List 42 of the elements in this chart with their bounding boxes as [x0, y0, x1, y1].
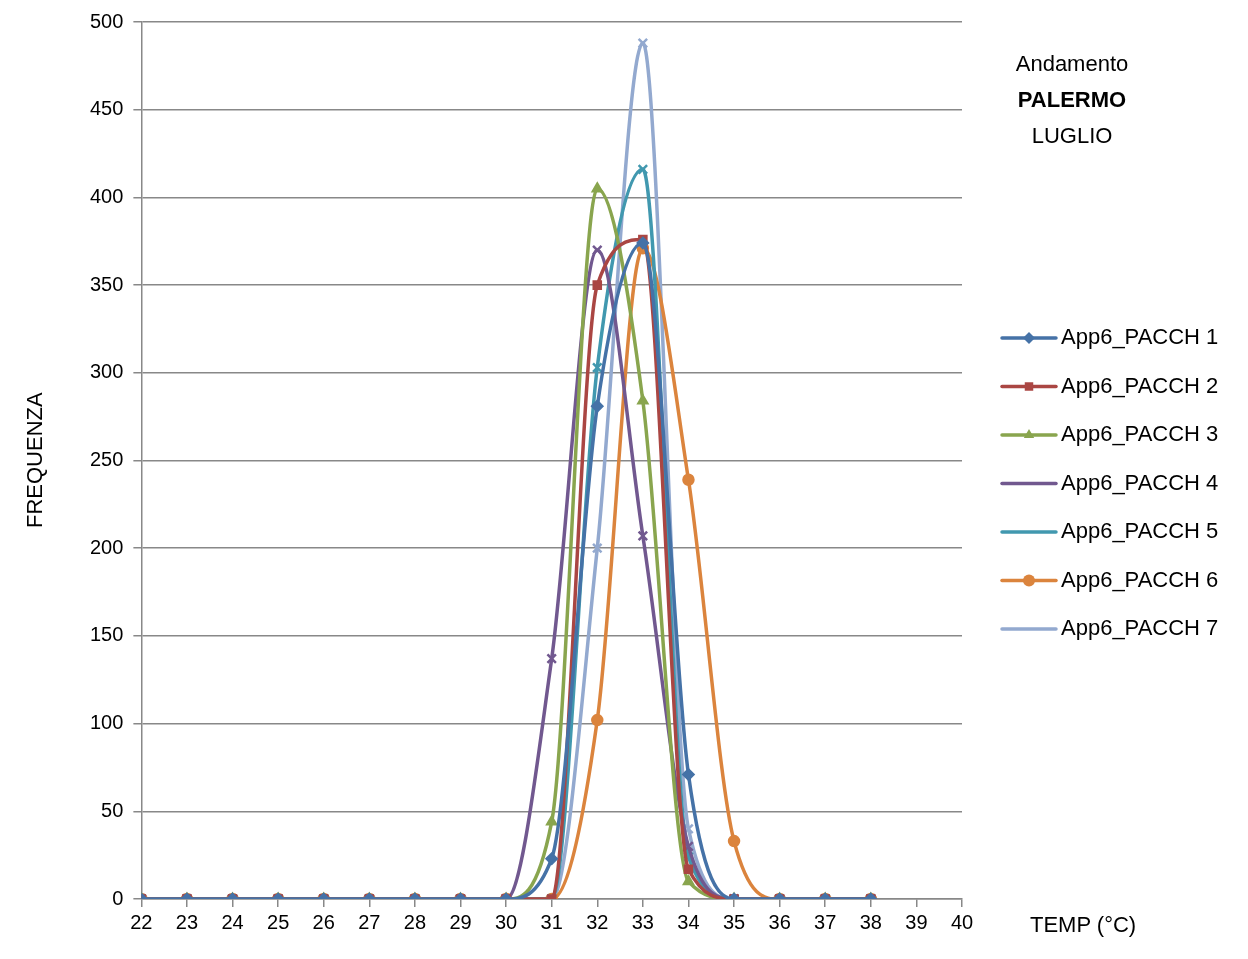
y-tick-label: 0 — [112, 886, 124, 909]
x-tick-label: 35 — [722, 910, 746, 933]
x-tick-label: 36 — [768, 910, 791, 933]
x-tick-label: 22 — [130, 910, 153, 933]
x-axis-title: TEMP (°C) — [1030, 912, 1137, 938]
x-tick-label: 24 — [221, 910, 244, 933]
y-tick-label: 300 — [89, 360, 124, 383]
y-tick-label: 250 — [89, 448, 124, 471]
legend-label: App6_PACCH 5 — [1061, 518, 1219, 544]
y-tick-label: 450 — [89, 97, 124, 120]
text: PALERMO — [1017, 87, 1127, 113]
x-tick-label: 27 — [358, 910, 381, 933]
x-tick-label: 28 — [403, 910, 427, 933]
x-tick-label: 23 — [175, 910, 199, 933]
x-tick-label: 26 — [312, 910, 335, 933]
y-tick-label: 100 — [89, 711, 124, 734]
y-tick-label: 50 — [101, 798, 124, 821]
y-tick-label: 150 — [89, 623, 124, 646]
x-tick-label: 31 — [540, 910, 563, 933]
y-tick-label: 400 — [89, 184, 124, 207]
x-tick-label: 34 — [677, 910, 700, 933]
x-tick-label: 32 — [586, 910, 609, 933]
x-tick-label: 30 — [494, 910, 518, 933]
legend-label: App6_PACCH 3 — [1061, 421, 1219, 447]
x-tick-label: 39 — [905, 910, 928, 933]
x-tick-label: 25 — [267, 910, 290, 933]
x-tick-label: 40 — [950, 910, 974, 933]
x-tick-label: 29 — [449, 910, 472, 933]
x-tick-label: 37 — [814, 910, 837, 933]
legend-label: App6_PACCH 7 — [1061, 615, 1219, 641]
x-tick-label: 33 — [631, 910, 654, 933]
legend-label: App6_PACCH 2 — [1061, 372, 1219, 398]
legend-label: App6_PACCH 1 — [1061, 324, 1219, 350]
legend-label: App6_PACCH 6 — [1061, 566, 1219, 592]
y-tick-label: 500 — [89, 9, 124, 32]
y-tick-label: 350 — [89, 272, 124, 295]
legend-label: App6_PACCH 4 — [1061, 469, 1219, 495]
y-axis-title: FREQUENZA — [22, 392, 48, 528]
y-tick-label: 200 — [89, 535, 124, 558]
x-tick-label: 38 — [859, 910, 882, 933]
text: LUGLIO — [1031, 123, 1113, 149]
text: Andamento — [1015, 51, 1129, 77]
